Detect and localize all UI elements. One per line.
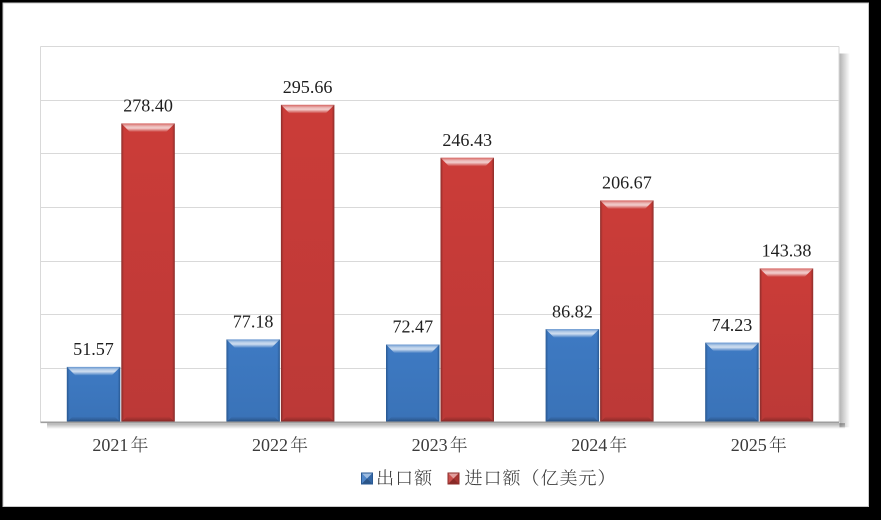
svg-text:77.18: 77.18 [233,312,274,332]
svg-text:2024: 2024 [571,435,607,455]
svg-text:72.47: 72.47 [392,317,433,337]
svg-text:2021: 2021 [92,435,128,455]
svg-text:74.23: 74.23 [712,315,753,335]
svg-text:246.43: 246.43 [442,130,492,150]
svg-text:51.57: 51.57 [73,339,114,359]
svg-text:206.67: 206.67 [602,173,652,193]
svg-text:2022: 2022 [252,435,288,455]
svg-text:86.82: 86.82 [552,301,593,321]
svg-text:278.40: 278.40 [123,96,173,116]
svg-text:295.66: 295.66 [283,77,333,97]
svg-text:2025: 2025 [731,435,767,455]
svg-text:2023: 2023 [412,435,448,455]
svg-text:143.38: 143.38 [762,241,812,261]
